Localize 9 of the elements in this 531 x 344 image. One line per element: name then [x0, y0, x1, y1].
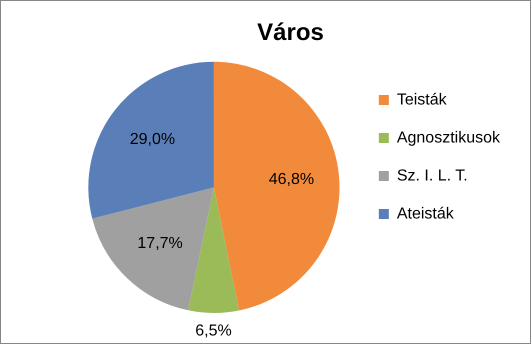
- legend-label: Teisták: [396, 91, 448, 108]
- data-label: 6,5%: [195, 322, 232, 340]
- data-label: 17,7%: [137, 235, 183, 252]
- data-label: 46,8%: [268, 170, 314, 188]
- legend-label: Agnosztikusok: [396, 129, 501, 146]
- chart-title: Város: [257, 19, 324, 46]
- legend-label: Sz. I. L. T.: [396, 167, 468, 184]
- legend-label: Ateisták: [396, 205, 455, 222]
- data-label: 29,0%: [130, 131, 176, 148]
